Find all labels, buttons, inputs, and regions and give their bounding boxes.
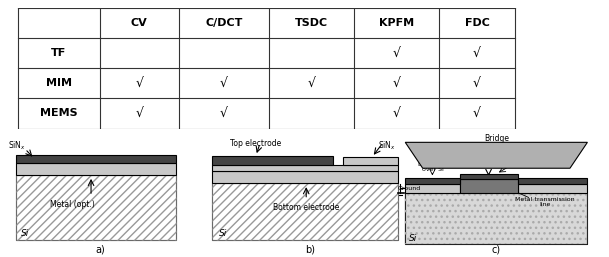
Text: SiN$_x$: SiN$_x$ <box>378 139 396 152</box>
Text: a): a) <box>96 245 105 255</box>
Text: Dielectric
over Si: Dielectric over Si <box>417 162 448 172</box>
Bar <box>16 163 176 175</box>
Bar <box>405 193 588 244</box>
Text: Bridge: Bridge <box>484 134 509 143</box>
Bar <box>212 183 398 240</box>
Text: √: √ <box>393 77 401 90</box>
Bar <box>518 184 588 193</box>
Bar <box>16 175 176 240</box>
Bar <box>212 165 398 171</box>
Text: √: √ <box>393 47 401 60</box>
Bar <box>518 178 588 184</box>
Bar <box>212 156 333 165</box>
Text: c): c) <box>492 245 501 255</box>
Text: SiN$_x$: SiN$_x$ <box>8 139 26 152</box>
Text: KPFM: KPFM <box>379 18 414 28</box>
Text: MEMS: MEMS <box>40 108 78 118</box>
Bar <box>16 155 176 163</box>
Bar <box>212 171 398 183</box>
Bar <box>343 157 398 165</box>
Text: √: √ <box>393 107 401 120</box>
Bar <box>16 175 176 240</box>
Text: √: √ <box>473 107 481 120</box>
Text: TSDC: TSDC <box>295 18 328 28</box>
Text: √: √ <box>473 77 481 90</box>
Text: √: √ <box>473 47 481 60</box>
Polygon shape <box>405 142 588 168</box>
Bar <box>405 193 588 244</box>
Text: √: √ <box>220 107 228 120</box>
Text: Si: Si <box>219 230 227 238</box>
Text: √: √ <box>135 107 143 120</box>
Text: b): b) <box>306 245 315 255</box>
Bar <box>405 184 460 193</box>
Text: Metal transmission
line: Metal transmission line <box>515 197 574 207</box>
Bar <box>212 183 398 240</box>
Bar <box>460 179 518 193</box>
Text: FDC: FDC <box>465 18 490 28</box>
Text: Ground: Ground <box>398 186 421 191</box>
Text: Si: Si <box>409 234 417 243</box>
Text: Top electrode: Top electrode <box>230 139 281 148</box>
Text: √: √ <box>308 77 316 90</box>
Bar <box>460 174 518 179</box>
Text: Dielectric
over metal: Dielectric over metal <box>504 156 538 167</box>
Text: Si: Si <box>21 230 29 238</box>
Text: √: √ <box>135 77 143 90</box>
Text: √: √ <box>220 77 228 90</box>
Text: CV: CV <box>131 18 148 28</box>
Text: TF: TF <box>51 48 66 58</box>
Text: Metal (opt.): Metal (opt.) <box>50 200 94 209</box>
Text: MIM: MIM <box>46 78 72 88</box>
Text: C/DCT: C/DCT <box>205 18 243 28</box>
Text: Bottom electrode: Bottom electrode <box>273 203 339 213</box>
Bar <box>405 178 460 184</box>
